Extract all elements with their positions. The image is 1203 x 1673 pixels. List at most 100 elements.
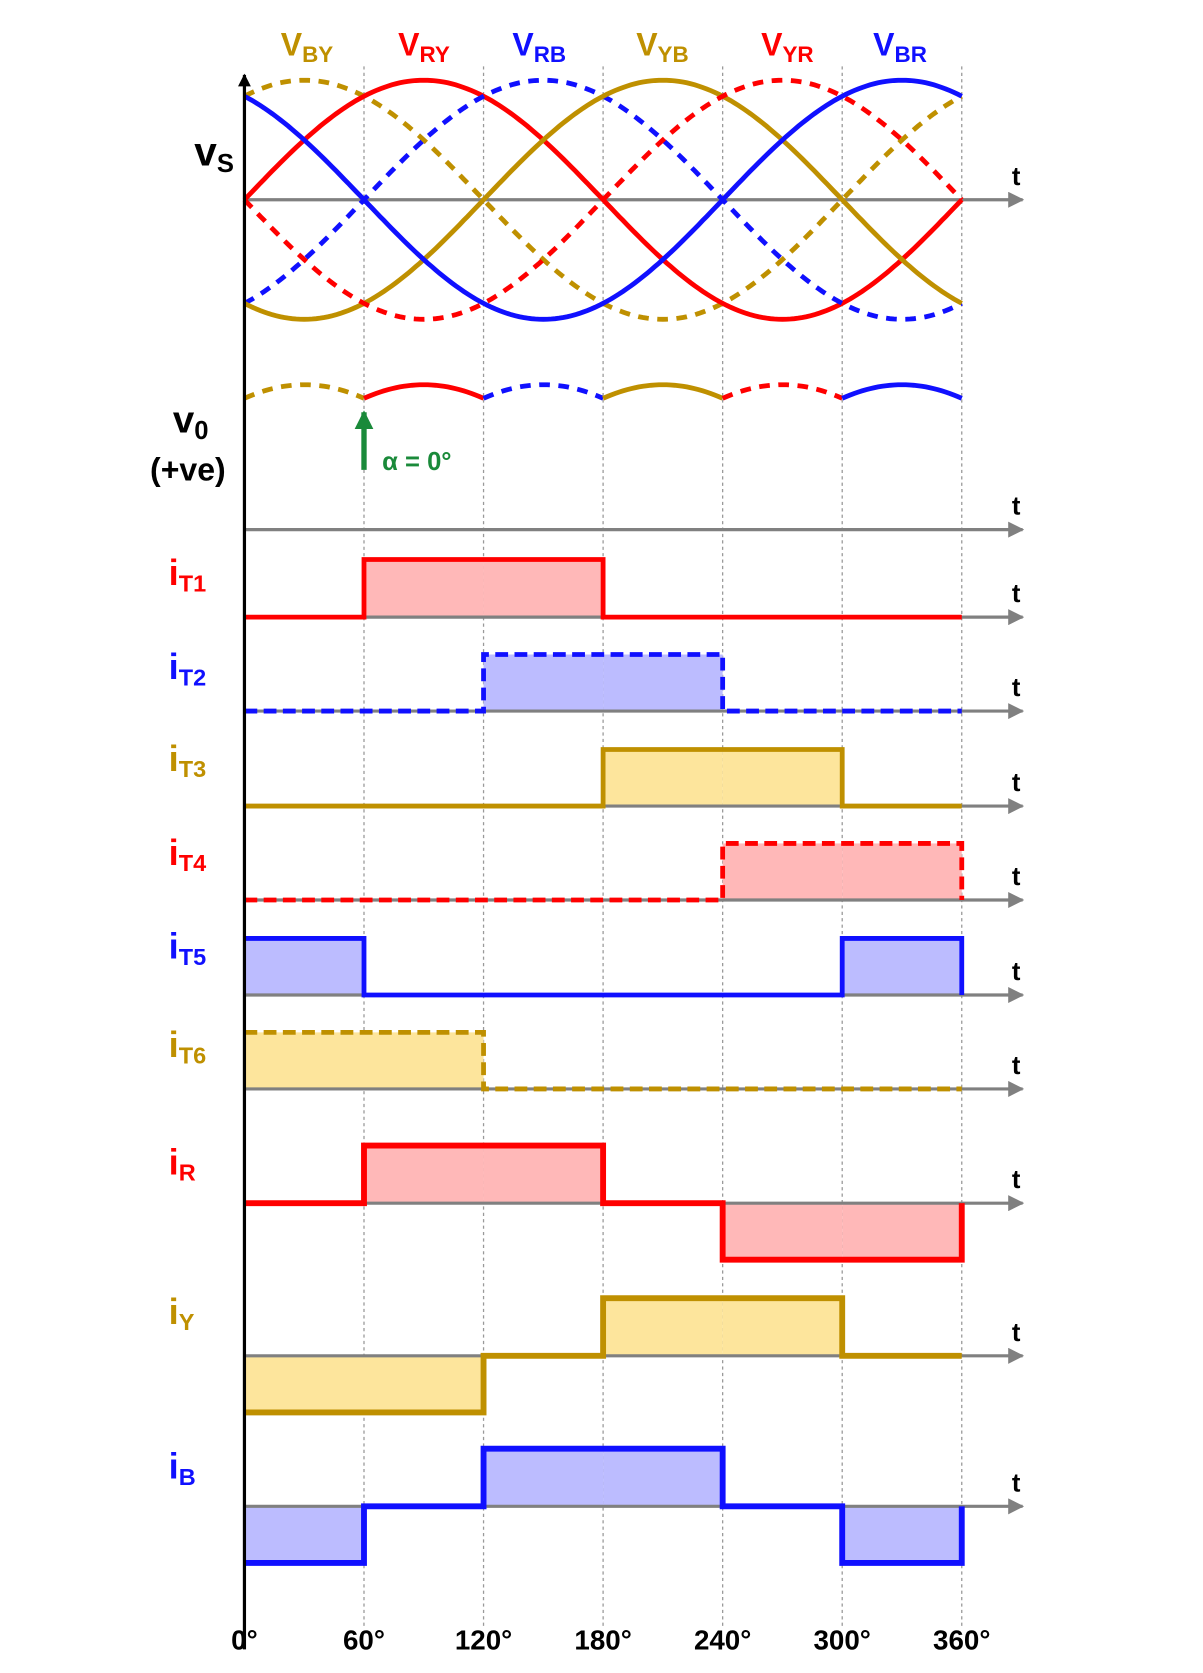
label-main: V: [512, 27, 534, 63]
v0-label: v0: [173, 398, 209, 444]
angle-label: 240°: [694, 1624, 751, 1655]
output-wave: [602, 382, 724, 401]
current-fill: [483, 559, 604, 618]
label-main: i: [169, 1024, 179, 1065]
current-wave: [244, 1295, 962, 1416]
angle-label: 0°: [231, 1624, 258, 1655]
v0-note: (+ve): [150, 452, 226, 488]
time-label: t: [1012, 1052, 1021, 1080]
label-sub: S: [217, 150, 234, 178]
current-fill: [603, 1298, 723, 1356]
angle-label: 300°: [814, 1624, 871, 1655]
output-wave: [243, 382, 365, 401]
label-main: i: [169, 832, 179, 873]
current-fill: [244, 1506, 364, 1563]
current-fill: [363, 1355, 484, 1413]
label-main: v: [173, 398, 195, 441]
current-fill: [363, 1032, 484, 1089]
current-wave: [244, 1445, 965, 1566]
label-sub: YB: [658, 42, 689, 67]
label-main: V: [761, 27, 783, 63]
label-main: i: [169, 552, 179, 593]
current-fill: [603, 749, 723, 807]
angle-label: 60°: [343, 1624, 385, 1655]
supply-label: VYR: [761, 27, 813, 67]
current-fill: [244, 1032, 364, 1089]
time-label: t: [1012, 493, 1021, 521]
supply-label: VRB: [512, 27, 566, 67]
current-label: iT1: [169, 552, 206, 596]
label-sub: RB: [534, 42, 566, 67]
time-label: t: [1012, 580, 1021, 608]
current-wave: [244, 841, 965, 903]
current-fill: [244, 1355, 364, 1413]
current-label: iT3: [169, 738, 206, 782]
label-sub: T2: [179, 664, 206, 690]
time-label: t: [1012, 769, 1021, 797]
label-main: i: [169, 1141, 179, 1182]
label-sub: BY: [302, 42, 333, 67]
supply-label: VBY: [281, 27, 334, 67]
current-fill: [483, 1145, 604, 1204]
label-sub: T6: [179, 1042, 206, 1068]
label-main: V: [398, 27, 420, 63]
output-wave: [482, 382, 605, 401]
label-sub: B: [179, 1464, 196, 1490]
current-label: iR: [169, 1141, 196, 1185]
supply-label: VBR: [873, 27, 927, 67]
label-sub: T5: [179, 944, 206, 970]
current-wave: [244, 1029, 962, 1092]
current-fill: [603, 654, 723, 712]
label-sub: BR: [895, 42, 927, 67]
angle-label: 180°: [574, 1624, 631, 1655]
vs-label: vS: [194, 129, 234, 178]
current-wave: [244, 936, 965, 998]
label-sub: 0: [194, 417, 208, 445]
time-label: t: [1012, 163, 1021, 191]
current-label: iT6: [169, 1024, 206, 1068]
time-label: t: [1012, 863, 1021, 891]
current-fill: [483, 1448, 604, 1507]
current-label: iY: [169, 1291, 195, 1335]
current-fill: [842, 843, 962, 901]
label-main: v: [194, 129, 217, 175]
label-main: i: [169, 1446, 179, 1487]
alpha-label: α = 0°: [382, 448, 451, 476]
current-wave: [244, 1142, 965, 1263]
current-label: iB: [169, 1446, 196, 1490]
time-label: t: [1012, 958, 1021, 986]
current-fill: [483, 654, 604, 712]
time-label: t: [1012, 1319, 1021, 1347]
label-main: i: [169, 1291, 179, 1332]
supply-wave: [243, 77, 963, 322]
label-sub: R: [179, 1160, 196, 1186]
label-main: i: [169, 646, 179, 687]
angle-label: 120°: [455, 1624, 512, 1655]
label-sub: Y: [179, 1309, 195, 1335]
current-wave: [244, 747, 962, 809]
current-fill: [244, 938, 364, 996]
current-label: iT4: [169, 832, 206, 876]
current-label: iT2: [169, 646, 206, 690]
time-label: t: [1012, 1166, 1021, 1194]
time-label: t: [1012, 1469, 1021, 1497]
current-fill: [842, 1506, 962, 1563]
current-fill: [363, 1145, 484, 1204]
time-label: t: [1012, 674, 1021, 702]
current-fill: [363, 559, 484, 618]
label-main: i: [169, 926, 179, 967]
label-sub: RY: [420, 42, 450, 67]
label-sub: YR: [782, 42, 813, 67]
current-fill: [842, 1203, 962, 1260]
current-fill: [722, 843, 843, 901]
output-wave: [363, 382, 485, 401]
label-sub: T3: [179, 756, 206, 782]
label-sub: T4: [179, 850, 206, 876]
supply-label: VYB: [636, 27, 689, 67]
current-label: iT5: [169, 926, 206, 970]
label-main: V: [636, 27, 658, 63]
output-wave: [841, 382, 963, 401]
current-fill: [603, 1448, 723, 1507]
angle-label: 360°: [933, 1624, 990, 1655]
label-sub: T1: [179, 571, 206, 597]
